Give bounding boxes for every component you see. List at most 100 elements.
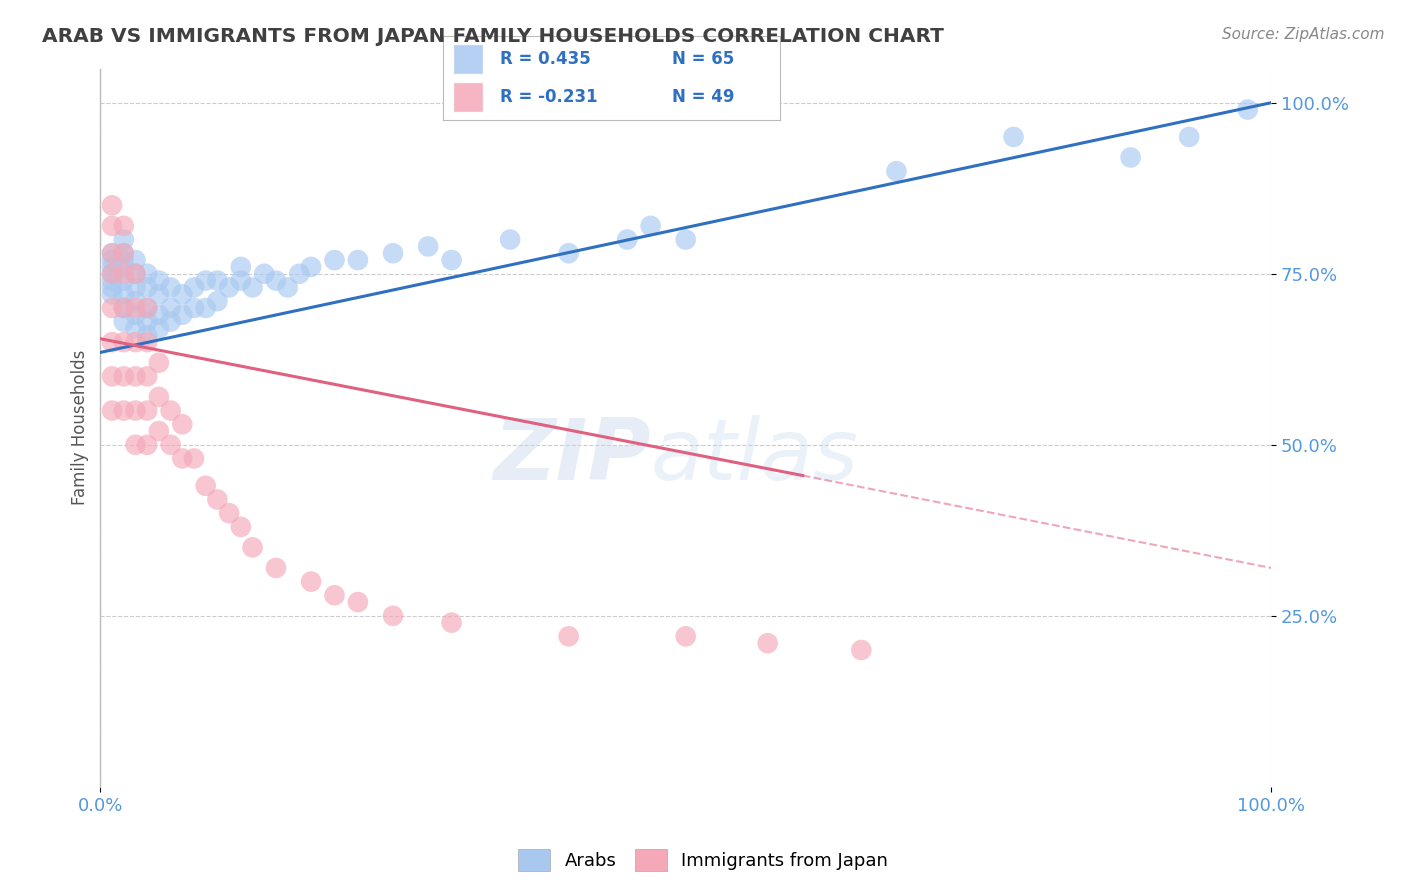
Point <box>207 492 229 507</box>
Bar <box>453 44 484 74</box>
Point <box>557 629 579 643</box>
Point <box>101 219 124 233</box>
Point <box>172 417 194 432</box>
Point <box>1002 130 1025 145</box>
Point <box>112 335 135 350</box>
Point <box>172 451 194 466</box>
Text: N = 65: N = 65 <box>672 50 734 68</box>
Text: Source: ZipAtlas.com: Source: ZipAtlas.com <box>1222 27 1385 42</box>
Point <box>124 321 146 335</box>
Point <box>756 636 779 650</box>
Point <box>124 403 146 417</box>
Legend: Arabs, Immigrants from Japan: Arabs, Immigrants from Japan <box>510 842 896 879</box>
Point <box>136 328 159 343</box>
Point <box>557 246 579 260</box>
Point <box>112 219 135 233</box>
Point <box>851 643 873 657</box>
Point <box>101 246 124 260</box>
Point <box>1178 130 1201 145</box>
Point <box>288 267 311 281</box>
Bar <box>453 82 484 112</box>
Point <box>172 287 194 301</box>
Point <box>229 520 252 534</box>
Point <box>148 321 170 335</box>
Point <box>159 438 181 452</box>
Point <box>194 301 217 315</box>
Point <box>112 246 135 260</box>
Point <box>112 267 135 281</box>
Point <box>101 301 124 315</box>
Point <box>299 574 322 589</box>
Point <box>101 403 124 417</box>
Point <box>194 479 217 493</box>
Point <box>148 287 170 301</box>
Point <box>124 253 146 268</box>
Text: atlas: atlas <box>651 415 859 498</box>
Text: ARAB VS IMMIGRANTS FROM JAPAN FAMILY HOUSEHOLDS CORRELATION CHART: ARAB VS IMMIGRANTS FROM JAPAN FAMILY HOU… <box>42 27 943 45</box>
Point <box>112 260 135 274</box>
Point <box>207 274 229 288</box>
Point <box>101 369 124 384</box>
Point <box>136 335 159 350</box>
Point <box>229 260 252 274</box>
Point <box>886 164 908 178</box>
Point <box>136 301 159 315</box>
Point <box>159 280 181 294</box>
Point <box>183 451 205 466</box>
Point <box>159 315 181 329</box>
Point <box>1119 151 1142 165</box>
Point <box>323 253 346 268</box>
Point <box>207 294 229 309</box>
Point <box>323 588 346 602</box>
Point <box>616 233 638 247</box>
Point <box>1236 103 1258 117</box>
Point <box>101 267 124 281</box>
Point <box>136 280 159 294</box>
Point <box>124 301 146 315</box>
Point <box>264 561 287 575</box>
Point <box>112 301 135 315</box>
Point <box>148 390 170 404</box>
Point <box>218 506 240 520</box>
Point <box>101 253 124 268</box>
Point <box>299 260 322 274</box>
Point <box>112 301 135 315</box>
Point <box>242 280 264 294</box>
Point <box>112 403 135 417</box>
Point <box>148 308 170 322</box>
Point <box>159 301 181 315</box>
Point <box>183 301 205 315</box>
Point <box>277 280 299 294</box>
Point <box>675 629 697 643</box>
Point <box>101 287 124 301</box>
Point <box>640 219 662 233</box>
Point <box>101 246 124 260</box>
Point <box>136 315 159 329</box>
Point <box>675 233 697 247</box>
Text: ZIP: ZIP <box>494 415 651 498</box>
Point <box>347 253 370 268</box>
Point <box>101 267 124 281</box>
Point <box>347 595 370 609</box>
Point <box>124 267 146 281</box>
Point <box>253 267 276 281</box>
Point <box>124 438 146 452</box>
Point <box>242 541 264 555</box>
Point <box>101 198 124 212</box>
Point <box>136 369 159 384</box>
Point <box>124 369 146 384</box>
Point <box>124 335 146 350</box>
Point <box>218 280 240 294</box>
Point <box>112 315 135 329</box>
Point <box>148 356 170 370</box>
Point <box>229 274 252 288</box>
Point <box>264 274 287 288</box>
Point <box>382 608 405 623</box>
Point <box>418 239 440 253</box>
Y-axis label: Family Households: Family Households <box>72 350 89 506</box>
Point <box>136 267 159 281</box>
Point <box>382 246 405 260</box>
Point <box>194 274 217 288</box>
Point <box>112 287 135 301</box>
Point <box>440 253 463 268</box>
